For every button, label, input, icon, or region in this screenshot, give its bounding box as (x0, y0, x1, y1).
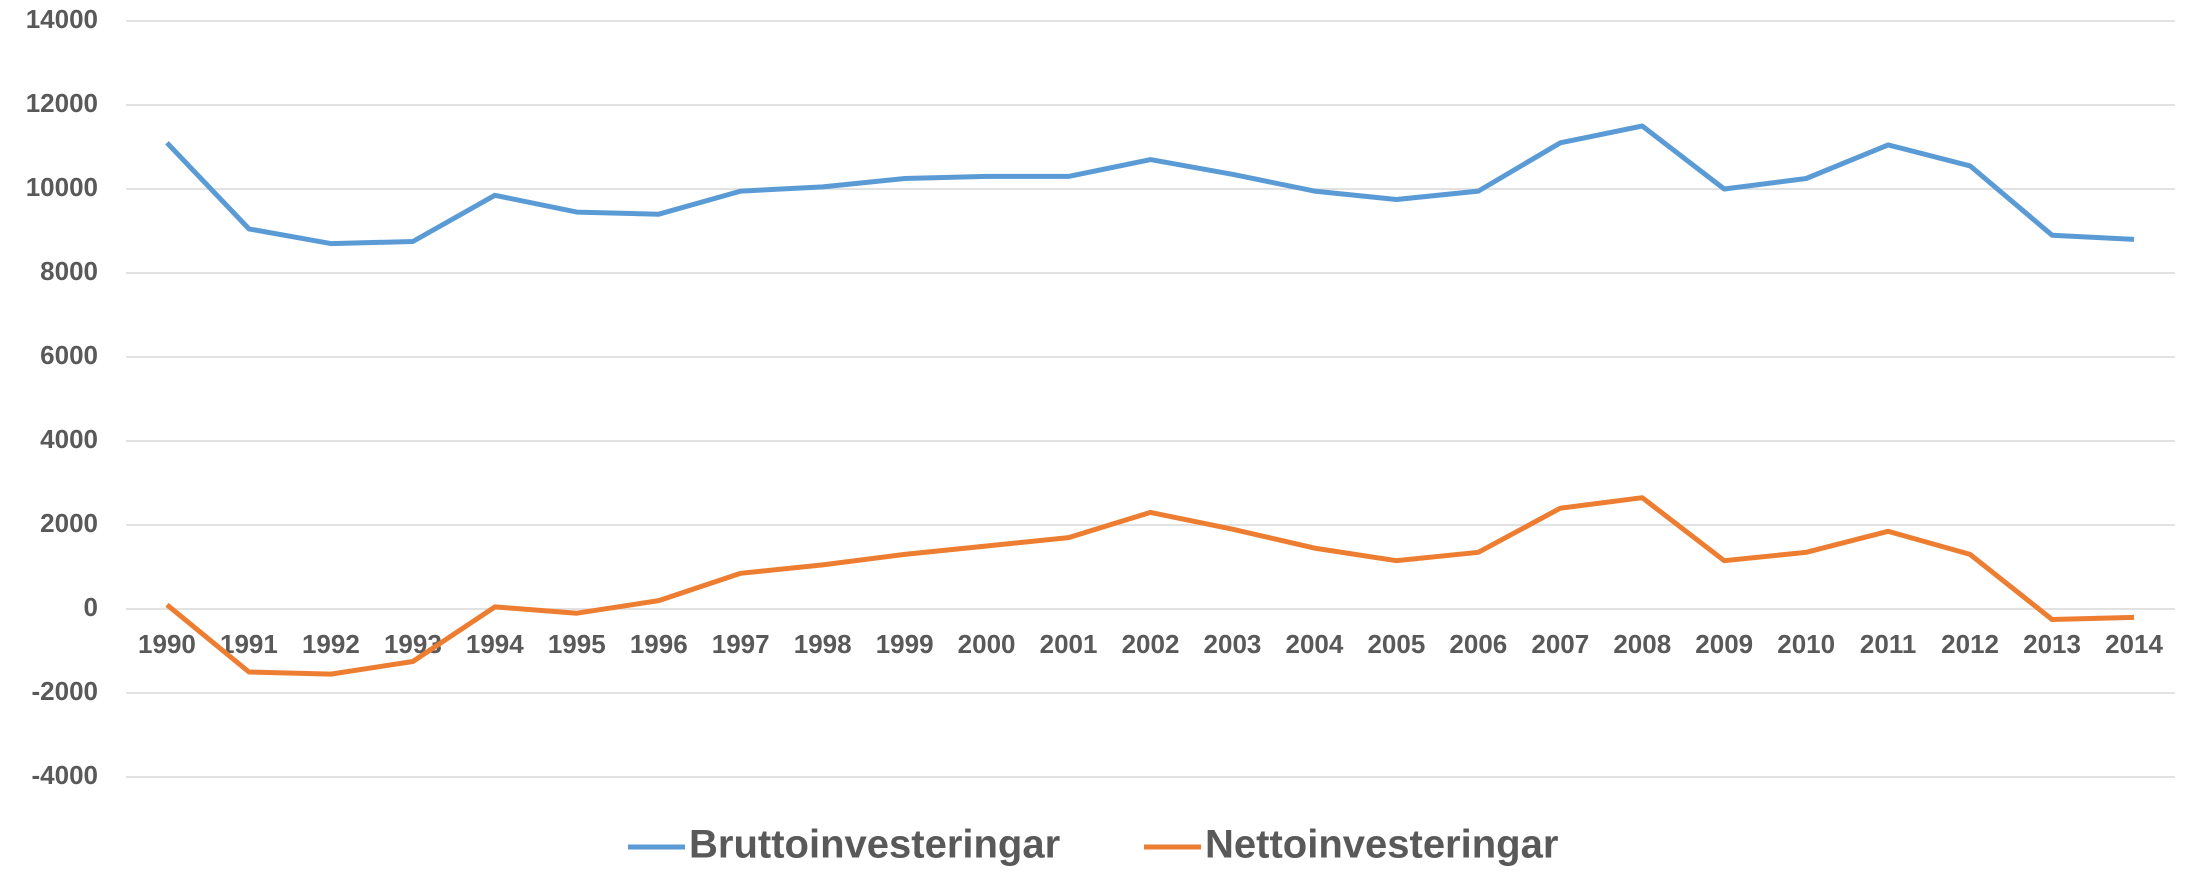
x-tick-label: 1995 (548, 629, 606, 659)
x-tick-label: 2013 (2023, 629, 2081, 659)
y-tick-label: 0 (84, 592, 98, 622)
x-tick-label: 2010 (1777, 629, 1835, 659)
x-tick-label: 1990 (138, 629, 196, 659)
x-tick-label: 1993 (384, 629, 442, 659)
x-tick-label: 1992 (302, 629, 360, 659)
x-tick-label: 2003 (1204, 629, 1262, 659)
y-tick-label: 12000 (26, 88, 98, 118)
x-tick-label: 2011 (1860, 629, 1916, 659)
x-tick-label: 2007 (1531, 629, 1589, 659)
x-tick-label: 2014 (2105, 629, 2163, 659)
legend-label: Bruttoinvesteringar (689, 823, 1060, 867)
x-tick-label: 1998 (794, 629, 852, 659)
x-tick-label: 2004 (1285, 629, 1343, 659)
x-tick-label: 2008 (1613, 629, 1671, 659)
y-tick-label: 4000 (40, 424, 98, 454)
x-tick-label: 2005 (1367, 629, 1425, 659)
y-tick-label: 10000 (26, 172, 98, 202)
series-line (165, 123, 2135, 247)
x-tick-label: 2000 (958, 629, 1016, 659)
x-tick-label: 1996 (630, 629, 688, 659)
y-tick-label: 8000 (40, 256, 98, 286)
y-tick-label: 2000 (40, 508, 98, 538)
y-tick-label: -4000 (32, 760, 99, 790)
x-tick-label: 2012 (1941, 629, 1999, 659)
y-tick-label: 6000 (40, 340, 98, 370)
x-tick-label: 2002 (1122, 629, 1180, 659)
x-tick-label: 2001 (1040, 629, 1098, 659)
x-tick-label: 1997 (712, 629, 770, 659)
x-tick-label: 1994 (466, 629, 524, 659)
legend-label: Nettoinvesteringar (1205, 823, 1558, 867)
y-tick-label: 14000 (26, 4, 98, 34)
y-tick-label: -2000 (32, 676, 99, 706)
x-tick-label: 1999 (876, 629, 934, 659)
series-line (165, 495, 2135, 677)
x-tick-label: 2006 (1449, 629, 1507, 659)
x-tick-label: 2009 (1695, 629, 1753, 659)
